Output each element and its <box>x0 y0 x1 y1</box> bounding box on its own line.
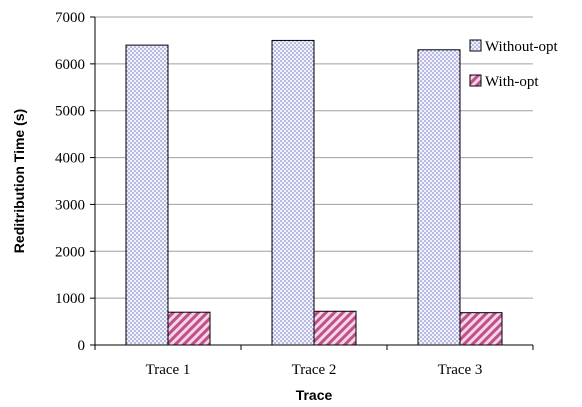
bar-with-opt-1 <box>167 311 211 346</box>
tick-labels: 0 1000 2000 3000 4000 5000 6000 7000 Trace 1 Trac… <box>55 10 482 378</box>
y-tick-label: 3000 <box>55 197 85 213</box>
y-axis-title: Reditribution Time (s) <box>11 109 27 253</box>
x-tick-label: Trace 3 <box>438 362 483 378</box>
y-tick-label: 0 <box>78 338 86 354</box>
bars <box>125 39 503 346</box>
bar-without-opt-1 <box>125 44 169 346</box>
x-tick-label: Trace 1 <box>146 362 191 378</box>
y-tick-label: 6000 <box>55 57 85 73</box>
y-tick-label: 1000 <box>55 291 85 307</box>
legend-label-without-opt: Without-opt <box>485 39 559 55</box>
y-tick-label: 7000 <box>55 10 85 26</box>
bar-with-opt-3 <box>459 312 503 346</box>
y-tick-label: 2000 <box>55 244 85 260</box>
legend: Without-opt With-opt <box>469 39 559 90</box>
bar-with-opt-2 <box>313 310 357 346</box>
legend-label-with-opt: With-opt <box>485 74 539 90</box>
y-tick-label: 4000 <box>55 151 85 167</box>
legend-swatch-with-opt <box>469 74 482 87</box>
x-axis-title: Trace <box>296 387 333 403</box>
bar-without-opt-3 <box>417 49 461 346</box>
x-tick-label: Trace 2 <box>292 362 337 378</box>
legend-swatch-without-opt <box>469 39 482 52</box>
y-tick-label: 5000 <box>55 104 85 120</box>
bar-without-opt-2 <box>271 39 315 346</box>
